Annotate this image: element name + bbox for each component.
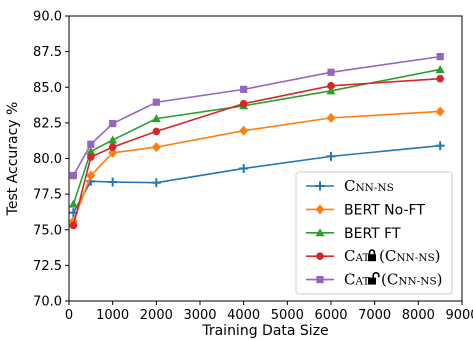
legend-label-paren: (C [381,271,398,289]
legend-label-close: ) [437,271,443,289]
y-tick-label: 75.0 [33,223,62,238]
series-3 [68,64,445,208]
legend-entry: CNN-NS [306,177,394,195]
legend-box [295,171,453,295]
lock-shackle [368,249,376,255]
legend-entry: BERT No-FT [306,202,425,218]
x-tick-label: 9000 [445,308,473,323]
y-tick-label: 77.5 [33,188,62,203]
lock-shackle [372,272,380,279]
data-point [151,142,161,153]
data-point [108,143,117,151]
data-point [239,99,248,108]
series-4 [69,74,444,230]
y-axis-ticks: 70.0 72.5 75.0 77.5 80.0 82.5 85.0 87.5 90.0 [33,10,69,310]
legend-label-main: C [344,177,355,195]
plot-frame [68,15,463,302]
data-point [87,140,95,148]
legend-label-smallcaps: NN-NS [398,276,436,288]
legend-entry: CAT (CNN-NS) [306,271,443,289]
legend-marker [315,181,325,191]
series-layer [68,53,445,230]
data-point [87,153,95,161]
y-tick-label: 70.0 [33,295,62,310]
legend-marker [315,228,325,237]
lock-body [368,254,376,262]
x-tick-label: 2000 [140,308,173,323]
x-tick-label: 0 [65,308,73,323]
data-point [152,98,160,106]
data-point [86,170,96,181]
y-tick-label: 85.0 [33,81,62,96]
y-tick-label: 90.0 [33,10,62,25]
legend-label: CAT [344,247,370,265]
x-tick-label: 6000 [314,308,347,323]
legend-label-main: C [344,271,355,289]
data-point [108,135,118,144]
y-tick-label: 87.5 [33,45,62,60]
legend-label-tail: (CNN-NS) [381,271,443,289]
data-point [240,85,248,93]
x-tick-label: 7000 [358,308,391,323]
legend-entry: CAT (CNN-NS) [306,247,441,265]
data-point [68,199,78,208]
legend-label: BERT No-FT [344,202,425,218]
data-point [436,53,444,61]
legend-label: CAT [344,271,370,289]
y-tick-label: 82.5 [33,116,62,131]
data-point [326,112,336,123]
y-tick-label: 80.0 [33,152,62,167]
data-point [239,163,249,173]
legend-label-smallcaps: AT [354,252,369,264]
legend-label-smallcaps: NN-NS [355,182,393,194]
x-axis-title: Training Data Size [201,323,328,339]
y-axis-title: Test Accuracy % [5,102,21,217]
data-point [435,64,445,73]
legend-label-close: ) [435,247,441,265]
data-point [326,151,336,161]
x-tick-label: 5000 [271,308,304,323]
legend-label-tail: (CNN-NS) [379,247,441,265]
x-axis-ticks: 0 1000 2000 3000 4000 5000 6000 7000 8000 9000 [65,301,473,323]
data-point [436,74,444,83]
data-point [435,141,445,151]
data-point [327,82,335,90]
data-point [108,147,118,158]
legend-label-main: C [344,247,355,265]
lock-closed-icon [368,249,376,262]
data-point [326,86,336,95]
lock-body [368,277,376,285]
legend-label-smallcaps: NN-NS [396,252,434,264]
series-5 [69,53,444,180]
legend-marker [315,204,325,215]
legend-marker [316,276,324,284]
x-tick-label: 1000 [96,308,129,323]
y-tick-label: 72.5 [33,259,62,274]
legend-label: BERT FT [344,226,401,242]
legend-entry: BERT FT [306,226,401,242]
data-point [239,125,249,136]
x-tick-label: 3000 [183,308,216,323]
data-point [86,146,96,155]
legend-label-paren: (C [379,247,396,265]
data-point [327,68,335,76]
x-tick-label: 8000 [402,308,435,323]
data-point [69,221,78,230]
x-tick-label: 4000 [227,308,260,323]
data-point [151,114,161,123]
data-point [152,127,161,136]
series-line [72,55,441,176]
data-point [69,172,77,180]
lock-open-icon [368,272,380,285]
legend-label: CNN-NS [344,177,394,195]
legend-label-smallcaps: AT [354,276,369,288]
data-point [109,119,117,128]
data-point [435,106,445,117]
data-point [108,177,118,187]
legend-marker [316,252,324,260]
series-1 [68,141,445,218]
data-point [151,178,161,188]
